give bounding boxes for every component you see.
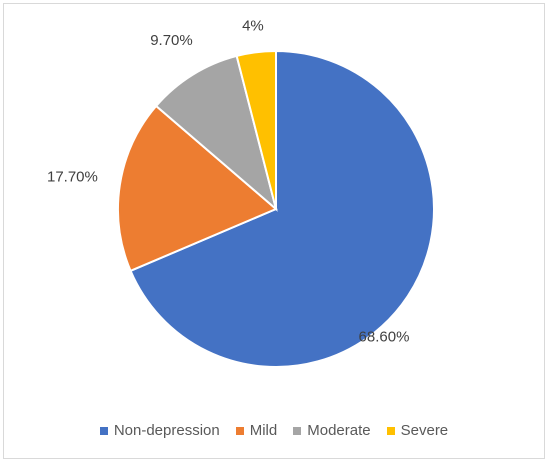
data-label-non-depression: 68.60% <box>359 329 410 346</box>
data-labels: 68.60% 17.70% 9.70% 4% <box>47 17 409 345</box>
legend-swatch-moderate <box>293 426 302 435</box>
data-label-moderate: 9.70% <box>150 32 193 49</box>
legend-label-mild: Mild <box>249 422 278 439</box>
legend-swatch-severe <box>386 426 395 435</box>
legend-swatch-mild <box>235 426 244 435</box>
legend-label-moderate: Moderate <box>307 422 371 439</box>
pie-slice-non-depression <box>129 49 435 368</box>
pie-slice-mild <box>117 104 278 273</box>
legend-label-severe: Severe <box>400 422 449 439</box>
chart-area: 68.60% 17.70% 9.70% 4% Non-depression Mild … <box>3 3 545 459</box>
data-label-mild: 17.70% <box>47 168 98 185</box>
legend-item-mild: Mild <box>235 422 278 439</box>
legend-swatch-non-depression <box>99 426 108 435</box>
data-label-severe: 4% <box>242 17 264 34</box>
pie-chart: 68.60% 17.70% 9.70% 4% <box>47 17 435 368</box>
pie-slice-severe <box>235 49 277 210</box>
pie-slices <box>117 49 435 368</box>
legend-item-moderate: Moderate <box>293 422 371 439</box>
legend-item-non-depression: Non-depression <box>99 422 220 439</box>
legend: Non-depression Mild Moderate Severe <box>4 422 544 439</box>
legend-item-severe: Severe <box>386 422 449 439</box>
legend-label-non-depression: Non-depression <box>113 422 220 439</box>
